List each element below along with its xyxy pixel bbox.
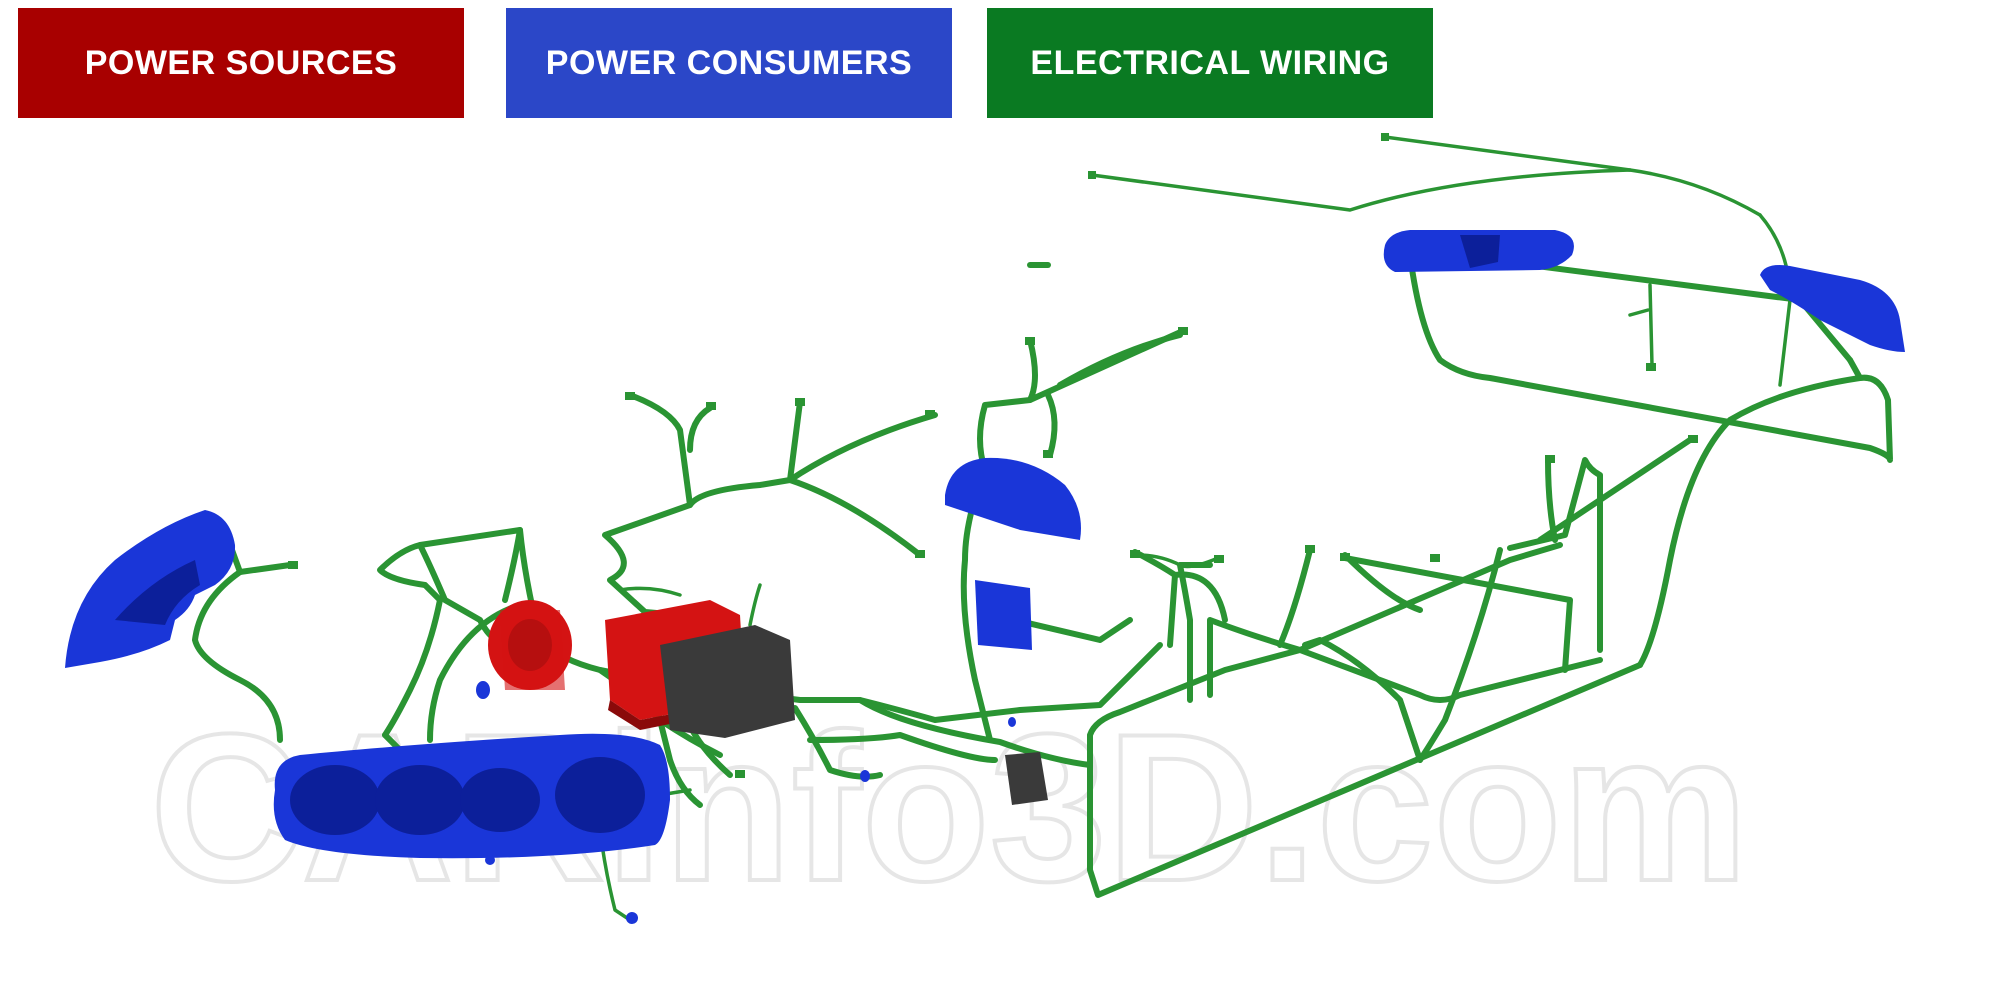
dash-left-y1: [627, 392, 693, 508]
dash-harness-drop: [1045, 392, 1058, 458]
floor-to-quarter: [1537, 437, 1693, 543]
connector: [1130, 550, 1140, 558]
connector: [1214, 555, 1224, 563]
dash-left-y2: [687, 405, 713, 453]
tunnel-rise-2: [1342, 552, 1423, 613]
dash-speaker: [945, 457, 1081, 540]
tunnel-loop: [1172, 571, 1228, 623]
connector: [1545, 455, 1555, 463]
connector: [1430, 554, 1440, 562]
engine-thin: [618, 586, 682, 597]
connector: [1043, 450, 1053, 458]
headlamp-front-lens-2: [375, 765, 465, 835]
electrical-wiring-harness: [192, 135, 1893, 922]
floor-diag: [1302, 637, 1423, 763]
connector: [1025, 337, 1035, 345]
engine-harness-front: [382, 582, 443, 738]
dash-harness-top: [977, 337, 1038, 473]
electronic-modules: [660, 625, 1048, 805]
rear-stub: [1628, 308, 1650, 317]
legend-power-consumers: POWER CONSUMERS: [506, 8, 952, 118]
fuse-box: [660, 625, 795, 738]
floor-mid-harness: [1417, 547, 1503, 763]
roof-wire-front: [1090, 168, 1762, 217]
sensor-small: [476, 681, 490, 699]
main-trunk-low2: [807, 732, 998, 763]
connector: [735, 770, 745, 778]
rear-quarter-harness: [1637, 375, 1863, 668]
dash-upper-drop: [787, 477, 923, 558]
rear-center-drop: [1648, 283, 1654, 367]
floor-rear-branch: [1342, 555, 1573, 673]
sensor-small-5: [1008, 717, 1016, 727]
tunnel-branch: [1132, 549, 1178, 648]
headlamp-front-lens-4: [555, 757, 645, 833]
main-trunk-lower: [857, 697, 1093, 768]
connector: [1381, 133, 1389, 141]
sensor-small-lower: [626, 912, 638, 924]
headlamp-left-shade: [115, 560, 200, 625]
headlamp-front-feed: [427, 602, 523, 743]
connector: [288, 561, 298, 569]
engine-thin-2: [748, 583, 762, 627]
dash-top-span: [1057, 332, 1183, 388]
control-unit: [975, 580, 1032, 650]
rear-lamp-right: [1760, 265, 1905, 352]
sensor-small-3: [485, 855, 495, 865]
dash-upper-right: [787, 412, 938, 483]
a-pillar-harness: [960, 467, 993, 743]
floor-right-harness: [1507, 457, 1604, 653]
dash-to-tunnel: [1012, 617, 1133, 643]
legend-power-sources: POWER SOURCES: [18, 8, 464, 118]
alternator-body: [500, 610, 565, 690]
connector: [625, 392, 635, 400]
connector: [1305, 545, 1315, 553]
rear-upper-loop: [1407, 252, 1893, 463]
rear-connector-branch: [1545, 457, 1558, 543]
dash-upper-loop: [602, 399, 803, 668]
headlamp-front-lens-1: [290, 765, 380, 835]
connector: [1178, 327, 1188, 335]
connector: [1088, 171, 1096, 179]
headlamp-left-feed: [192, 569, 283, 743]
connector: [915, 550, 925, 558]
sensor-small-4: [860, 770, 870, 782]
connector: [706, 402, 716, 410]
engine-harness-left: [377, 527, 523, 603]
connector: [1340, 553, 1350, 561]
legend-electrical-wiring: ELECTRICAL WIRING: [987, 8, 1433, 118]
rear-lamp-center-shade: [1460, 235, 1500, 268]
wire-connectors: [288, 133, 1698, 778]
floor-sill-harness: [1087, 647, 1643, 898]
connector: [1688, 435, 1698, 443]
ecu-module: [1005, 752, 1048, 805]
floor-cross-harness: [1297, 542, 1563, 653]
roof-wire-rear: [1383, 135, 1632, 172]
tunnel-stubs: [1136, 553, 1220, 569]
headlamp-left-wire: [229, 547, 293, 575]
headlamp-front-lens-3: [460, 768, 540, 832]
connector: [795, 398, 805, 406]
connector: [925, 410, 935, 418]
tunnel-rise: [1277, 547, 1313, 648]
power-consumers: [65, 230, 1905, 924]
connector: [1646, 363, 1656, 371]
floor-left-branch: [1207, 617, 1303, 698]
